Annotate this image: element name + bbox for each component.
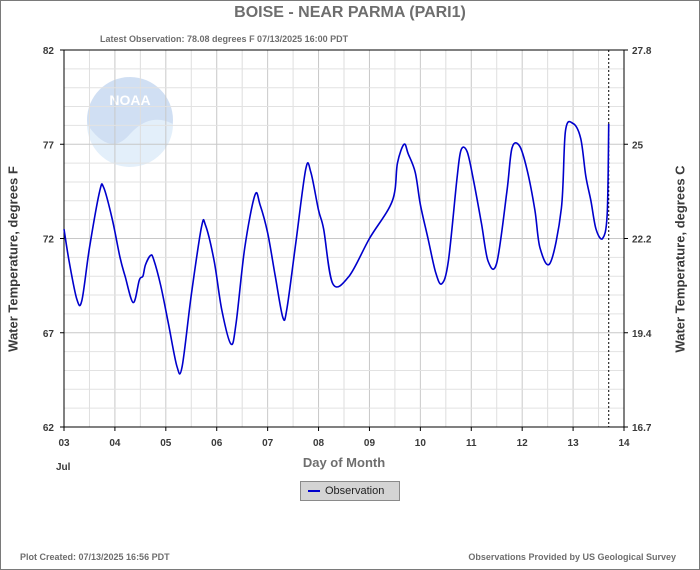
y-tick-label-left: 82 [43,46,55,57]
y-tick-label-right: 22.2 [632,235,652,246]
legend: Observation [300,481,400,501]
x-tick-label: 14 [618,438,630,449]
y-tick-label-right: 25 [632,140,644,151]
y-tick-label-left: 67 [43,329,55,340]
x-tick-label: 13 [568,438,580,449]
observation-series-line [63,120,610,375]
legend-label: Observation [325,485,385,497]
chart-title: BOISE - NEAR PARMA (PARI1) [234,4,466,21]
x-axis-month-label: Jul [56,462,71,473]
x-tick-label: 07 [262,438,274,449]
noaa-logo-bird [87,119,173,167]
x-tick-label: 11 [466,438,477,449]
x-tick-label: 03 [58,438,70,449]
y-tick-label-right: 16.7 [632,423,652,434]
x-axis-label: Day of Month [302,455,386,470]
x-tick-label: 08 [313,438,325,449]
y-tick-label-right: 19.4 [632,329,652,340]
legend-swatch [308,490,320,492]
x-tick-label: 09 [364,438,376,449]
data-source-text: Observations Provided by US Geological S… [468,552,676,562]
noaa-logo-text: NOAA [109,92,150,108]
x-tick-label: 10 [415,438,427,449]
chart-grid [63,49,625,428]
y-tick-label-left: 62 [43,423,55,434]
y-tick-label-right: 27.8 [632,46,652,57]
x-tick-label: 12 [517,438,529,449]
plot-created-text: Plot Created: 07/13/2025 16:56 PDT [20,552,170,562]
noaa-logo: NOAA [87,77,173,167]
x-tick-label: 05 [160,438,172,449]
y-tick-label-left: 77 [43,140,55,151]
x-tick-label: 06 [211,438,223,449]
axis-ticks: 03 04 05 06 07 08 09 10 11 12 13 14 62 67 72 77 82 16.7 19… [43,46,652,449]
noaa-logo-disc [87,77,173,163]
x-tick-label: 04 [109,438,121,449]
y-tick-label-left: 72 [43,235,55,246]
latest-observation: Latest Observation: 78.08 degrees F 07/1… [100,34,349,44]
